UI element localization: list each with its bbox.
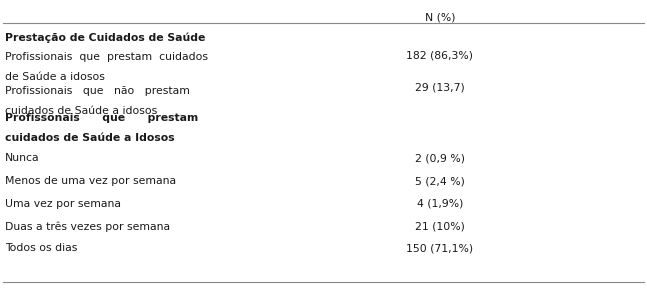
Text: cuidados de Saúde a idosos: cuidados de Saúde a idosos [5,106,157,116]
Text: 5 (2,4 %): 5 (2,4 %) [415,176,465,186]
Text: N (%): N (%) [424,13,455,23]
Text: Profissionais  que  prestam  cuidados: Profissionais que prestam cuidados [5,52,208,63]
Text: Nunca: Nunca [5,153,40,163]
Text: cuidados de Saúde a Idosos: cuidados de Saúde a Idosos [5,133,175,143]
Text: 150 (71,1%): 150 (71,1%) [406,243,474,253]
Text: 29 (13,7): 29 (13,7) [415,83,465,93]
Text: 2 (0,9 %): 2 (0,9 %) [415,153,465,163]
Text: de Saúde a idosos: de Saúde a idosos [5,72,105,82]
Text: Profissionais   que   não   prestam: Profissionais que não prestam [5,86,190,96]
Text: Prestação de Cuidados de Saúde: Prestação de Cuidados de Saúde [5,33,206,43]
Text: 21 (10%): 21 (10%) [415,221,465,231]
Text: Profissonais      que      prestam: Profissonais que prestam [5,113,199,124]
Text: 182 (86,3%): 182 (86,3%) [406,50,474,60]
Text: Uma vez por semana: Uma vez por semana [5,199,121,209]
Text: 4 (1,9%): 4 (1,9%) [417,199,463,209]
Text: Duas a três vezes por semana: Duas a três vezes por semana [5,221,170,231]
Text: Todos os dias: Todos os dias [5,243,78,253]
Text: Menos de uma vez por semana: Menos de uma vez por semana [5,176,176,186]
